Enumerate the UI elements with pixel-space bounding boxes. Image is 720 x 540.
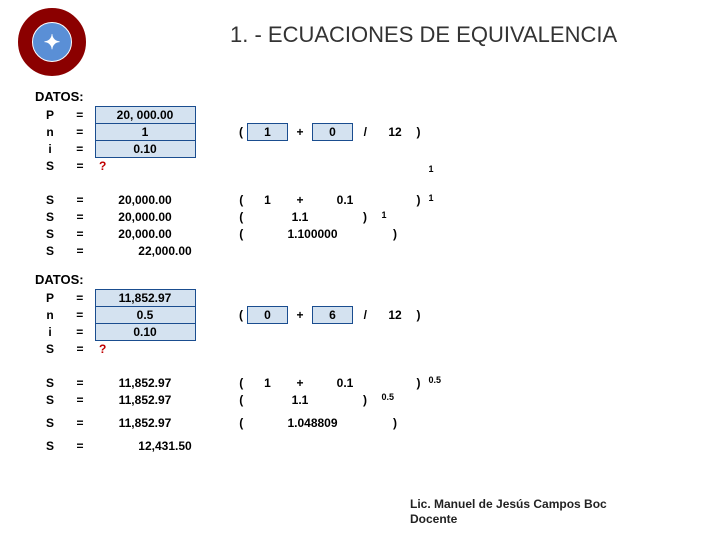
- eqline2-b: 6: [313, 306, 353, 323]
- plus: +: [288, 124, 313, 141]
- datos-label-1: DATOS:: [35, 89, 700, 104]
- datos-label-2: DATOS:: [35, 272, 700, 287]
- eqline2-c: 12: [378, 306, 413, 323]
- slash: /: [353, 124, 378, 141]
- eqline1-c: 12: [378, 124, 413, 141]
- eqline2-a: 0: [248, 306, 288, 323]
- b1c2-v: 20,000.00: [95, 226, 195, 243]
- b2c0-v: 11,852.97: [95, 374, 195, 391]
- block2-S-value: ?: [95, 340, 195, 357]
- content-area: DATOS: P = 20, 000.00 n = 1 ( 1 + 0 / 12…: [35, 85, 700, 454]
- block1-table: P = 20, 000.00 n = 1 ( 1 + 0 / 12 ) i = …: [35, 106, 438, 260]
- exp-1-bot: 1: [425, 192, 438, 209]
- exp-1-top: 1: [425, 158, 438, 175]
- block1-P-value: 20, 000.00: [95, 107, 195, 124]
- footer-role: Docente: [410, 512, 607, 528]
- block1-S-value: ?: [95, 158, 195, 175]
- eqline1-b: 0: [313, 124, 353, 141]
- university-logo: ✦: [18, 8, 86, 76]
- b1c1-v: 20,000.00: [95, 209, 195, 226]
- footer-name: Lic. Manuel de Jesús Campos Boc: [410, 497, 607, 513]
- var-n: n: [35, 124, 65, 141]
- eq-sign: =: [65, 107, 95, 124]
- block2-i-value: 0.10: [95, 323, 195, 340]
- var-i: i: [35, 141, 65, 158]
- page-title: 1. - ECUACIONES DE EQUIVALENCIA: [230, 22, 617, 48]
- footer: Lic. Manuel de Jesús Campos Boc Docente: [410, 497, 607, 528]
- eqline1-a: 1: [248, 124, 288, 141]
- block2-n-value: 0.5: [95, 306, 195, 323]
- b2c3-v: 12,431.50: [95, 437, 235, 454]
- b2c1-v: 11,852.97: [95, 391, 195, 408]
- block1-i-value: 0.10: [95, 141, 195, 158]
- block2-table: P = 11,852.97 n = 0.5 ( 0 + 6 / 12 ) i =…: [35, 289, 445, 455]
- b1c0-v: 20,000.00: [95, 192, 195, 209]
- b2c2-v: 11,852.97: [95, 414, 195, 431]
- lparen: (: [235, 124, 248, 141]
- b1c3-v: 22,000.00: [95, 243, 235, 260]
- var-S: S: [35, 158, 65, 175]
- calc-S: S: [35, 192, 65, 209]
- rparen: ): [413, 124, 425, 141]
- block1-n-value: 1: [95, 124, 195, 141]
- block2-P-value: 11,852.97: [95, 289, 195, 306]
- var-P: P: [35, 107, 65, 124]
